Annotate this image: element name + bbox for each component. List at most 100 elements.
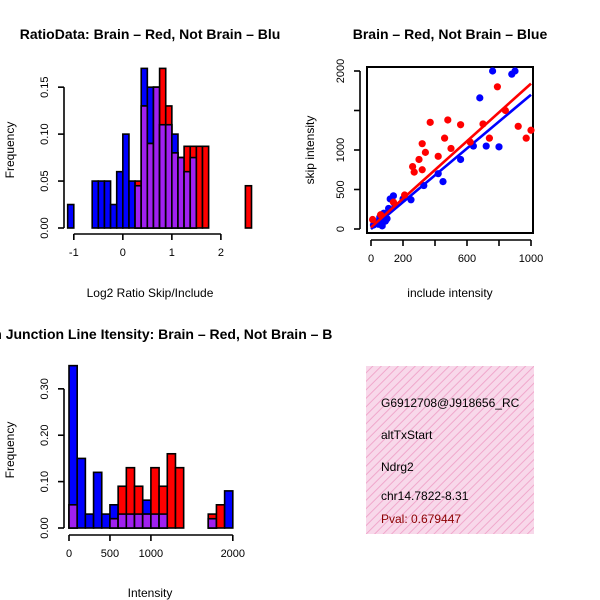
scatter-fit-line-not-brain [370,93,532,230]
ratio-y-tick-label: 0.05 [39,170,51,191]
scatter-axes: 0 200 600 1000 0 500 1000 2000 [335,59,543,265]
scatter-ylabel: skip intensity [303,116,317,185]
scatter-point-brain [409,162,417,171]
scatter-point-not-brain [439,178,447,186]
intensity-bar-not-brain [92,471,103,529]
intensity-bar-brain [174,466,185,529]
ratio-histogram-title: RatioData: Brain – Red, Not Brain – Blu [20,26,281,42]
intensity-bar-not-brain [68,364,78,529]
scatter-point-not-brain [489,67,497,75]
scatter-point-brain [410,168,418,176]
ratio-x-tick-label: 1 [169,247,175,259]
scatter-point-brain [441,134,449,142]
probe-id-text: G6912708@J918656_RC [381,396,520,410]
ratio-bar-brain [244,184,253,229]
ratio-y-tick-label: 0.10 [39,123,51,144]
scatter-y-tick-label: 2000 [335,59,347,83]
scatter-point-brain [421,148,429,156]
intensity-bar-overlap [109,517,119,529]
ratio-bar-overlap [183,170,192,229]
scatter-y-tick-label: 500 [335,180,347,198]
ratio-bar-not-brain [91,180,100,229]
scatter-point-brain [522,134,530,142]
ratio-bar-brain [195,145,204,229]
scatter-xlabel: include intensity [407,286,492,300]
ratio-bar-overlap [189,156,198,229]
ratio-x-tick-label: 0 [120,247,126,259]
scatter-point-brain [444,116,452,124]
ratio-x-tick-label: -1 [69,247,79,259]
intensity-y-tick-label: 0.30 [39,378,51,399]
intensity-x-tick-label: 500 [101,548,119,560]
intensity-histogram-bars [68,364,234,529]
scatter-point-not-brain [511,67,519,75]
ratio-histogram-panel: RatioData: Brain – Red, Not Brain – Blu … [3,26,280,300]
ratio-x-tick-label: 2 [218,247,224,259]
scatter-fit-line-brain [370,82,532,229]
scatter-point-not-brain [482,142,490,150]
scatter-x-tick-label: 1000 [519,253,543,265]
ratio-bar-overlap [152,86,161,229]
intensity-bar-overlap [207,517,218,529]
ratio-histogram-bars [66,67,253,229]
scatter-point-brain [418,166,426,174]
ratio-y-tick-label: 0.15 [39,76,51,97]
ratio-bar-not-brain [103,180,112,229]
scatter-point-brain [527,126,535,134]
intensity-bar-overlap [125,513,136,529]
scatter-point-brain [447,144,455,153]
ratio-bar-brain [201,145,210,229]
intensity-bar-overlap [158,513,169,529]
ratio-y-tick-label: 0.00 [39,217,51,238]
ratio-bar-overlap [158,123,167,229]
ratio-bar-overlap [164,123,173,229]
intensity-y-tick-label: 0.00 [39,517,51,538]
ratio-bar-not-brain [66,203,75,229]
intensity-histogram-axes: 0 500 1000 2000 0.00 0.10 0.20 0.30 [39,378,245,560]
intensity-histogram-ylabel: Frequency [3,422,17,479]
intensity-histogram-xlabel: Intensity [128,586,173,600]
gene-name-text: Ndrg2 [381,460,414,474]
intensity-bar-overlap [117,513,128,529]
intensity-bar-overlap [141,513,152,529]
intensity-x-tick-label: 1000 [139,548,163,560]
ratio-bar-not-brain [109,203,118,229]
intensity-bar-overlap [68,504,78,529]
intensity-y-tick-label: 0.10 [39,471,51,492]
location-text: chr14.7822-8.31 [381,489,469,503]
scatter-title: Brain – Red, Not Brain – Blue [353,26,548,42]
scatter-point-brain [418,140,426,148]
intensity-scatter-panel: Brain – Red, Not Brain – Blue 0 200 600 100… [303,26,547,300]
scatter-y-tick-label: 0 [335,226,347,232]
scatter-point-brain [514,122,522,130]
scatter-point-not-brain [476,94,484,102]
ratio-bar-overlap [171,152,179,229]
intensity-bar-not-brain [84,513,95,529]
scatter-point-brain [415,155,423,164]
scatter-plot-frame [366,66,534,234]
scatter-y-tick-label: 1000 [335,138,347,162]
scatter-points [369,67,535,230]
scatter-point-not-brain [389,192,397,200]
scatter-point-brain [485,134,493,142]
intensity-bar-overlap [133,513,144,529]
ratio-bar-not-brain [128,180,136,229]
intensity-bar-not-brain [100,513,111,529]
scatter-point-brain [426,118,434,126]
scatter-x-tick-label: 0 [368,253,374,265]
scatter-point-brain [369,215,377,224]
intensity-bar-brain [166,452,177,529]
intensity-bar-overlap [150,513,160,529]
scatter-x-tick-label: 600 [458,253,476,265]
intensity-histogram-panel: Exon Junction Line Itensity: Brain – Red… [0,326,332,600]
info-panel-background [366,366,534,534]
info-panel: G6912708@J918656_RC altTxStart Ndrg2 chr… [366,366,534,534]
intensity-x-tick-label: 2000 [221,548,245,560]
ratio-bar-overlap [177,156,185,229]
scatter-point-brain [457,121,465,129]
intensity-histogram-title: Exon Junction Line Itensity: Brain – Red… [0,326,332,342]
scatter-point-brain [493,83,501,91]
ratio-bar-overlap [140,105,149,229]
ratio-bar-not-brain [122,133,130,229]
